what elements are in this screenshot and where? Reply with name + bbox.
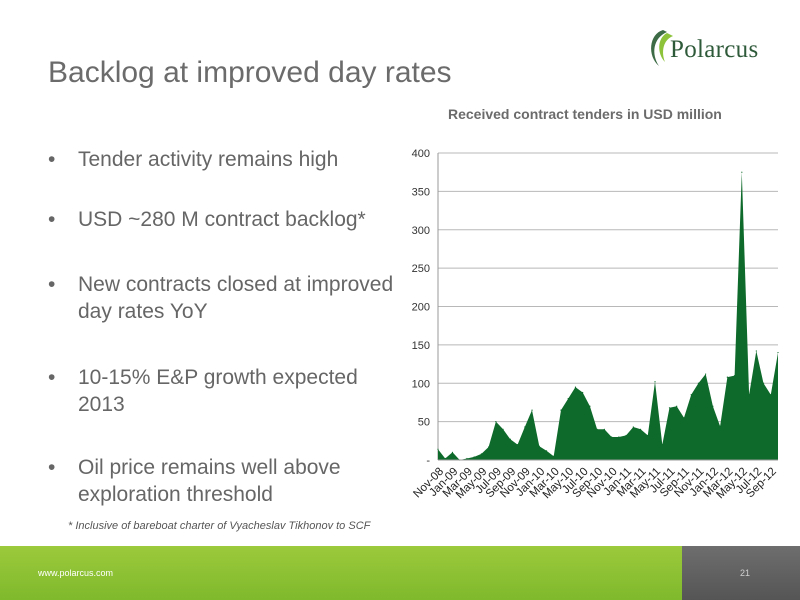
data-point (676, 405, 678, 407)
data-point (545, 450, 548, 452)
footer-grey-band (682, 546, 800, 600)
y-tick-label: 300 (412, 225, 430, 237)
page-number: 21 (740, 568, 751, 578)
y-tick-label: 350 (412, 186, 430, 198)
bullet-item: • Tender activity remains high (48, 146, 398, 173)
data-point (560, 409, 562, 411)
data-point (509, 438, 511, 440)
data-point (473, 456, 475, 458)
data-point (697, 382, 700, 384)
data-point (582, 391, 584, 394)
y-tick-label: 250 (412, 263, 430, 275)
footer-url: www.polarcus.com (38, 568, 114, 578)
bullet-text: New contracts closed at improved day rat… (78, 273, 394, 323)
bullet-text: Oil price remains well above exploration… (78, 456, 341, 506)
data-point (654, 381, 656, 383)
footer-green-band (0, 546, 682, 600)
data-point (741, 171, 743, 173)
data-point (480, 453, 483, 455)
y-tick-label: - (426, 455, 430, 467)
data-point (618, 436, 620, 438)
y-tick-label: 400 (412, 148, 430, 160)
data-point (639, 428, 642, 430)
data-point (748, 394, 750, 396)
footnote: * Inclusive of bareboat charter of Vyach… (68, 520, 371, 532)
data-point (705, 373, 707, 375)
y-tick-label: 50 (418, 417, 430, 429)
data-point (567, 398, 569, 400)
bullet-text: USD ~280 M contract backlog* (78, 208, 366, 231)
data-point (726, 376, 728, 378)
data-point (574, 386, 577, 388)
data-point (531, 409, 533, 411)
data-point (538, 445, 540, 447)
data-point (603, 428, 605, 430)
data-point (762, 382, 765, 384)
data-point (495, 421, 497, 423)
data-point (632, 426, 634, 428)
bullet-text: Tender activity remains high (78, 148, 339, 171)
data-point (466, 457, 468, 460)
data-point (444, 457, 446, 460)
series-area (438, 172, 778, 460)
data-point (668, 407, 671, 409)
data-point (683, 417, 685, 419)
data-point (719, 425, 721, 427)
y-tick-label: 100 (412, 378, 430, 390)
data-point (625, 434, 627, 437)
data-point (451, 451, 454, 453)
bullet-item: • 10-15% E&P growth expected 2013 (48, 364, 398, 418)
y-tick-label: 200 (412, 302, 430, 314)
data-point (553, 455, 555, 457)
data-point (437, 448, 439, 450)
bullet-text: 10-15% E&P growth expected 2013 (78, 366, 358, 416)
data-point (488, 446, 490, 448)
data-point (690, 394, 692, 396)
data-point (516, 444, 519, 446)
data-point (712, 405, 714, 407)
data-point (596, 428, 598, 430)
data-point (733, 374, 736, 377)
data-point (777, 351, 779, 354)
data-point (661, 444, 663, 446)
y-tick-label: 150 (412, 340, 430, 352)
bullet-item: • USD ~280 M contract backlog* (48, 206, 398, 233)
chart-title: Received contract tenders in USD million (448, 106, 722, 122)
polarcus-logo (651, 30, 673, 66)
bullet-item: • New contracts closed at improved day ra… (48, 271, 398, 325)
data-point (755, 350, 757, 352)
data-point (770, 394, 772, 396)
slide-title: Backlog at improved day rates (48, 56, 452, 89)
data-point (589, 405, 591, 407)
data-point (647, 434, 649, 437)
logo-text: Polarcus (670, 36, 759, 63)
data-point (502, 428, 504, 430)
tenders-area-chart: -50100150200250300350400Nov-08Jan-09Mar-… (411, 148, 779, 501)
data-point (524, 426, 526, 428)
data-point (611, 436, 613, 438)
bullet-item: • Oil price remains well above exploratio… (48, 454, 398, 508)
